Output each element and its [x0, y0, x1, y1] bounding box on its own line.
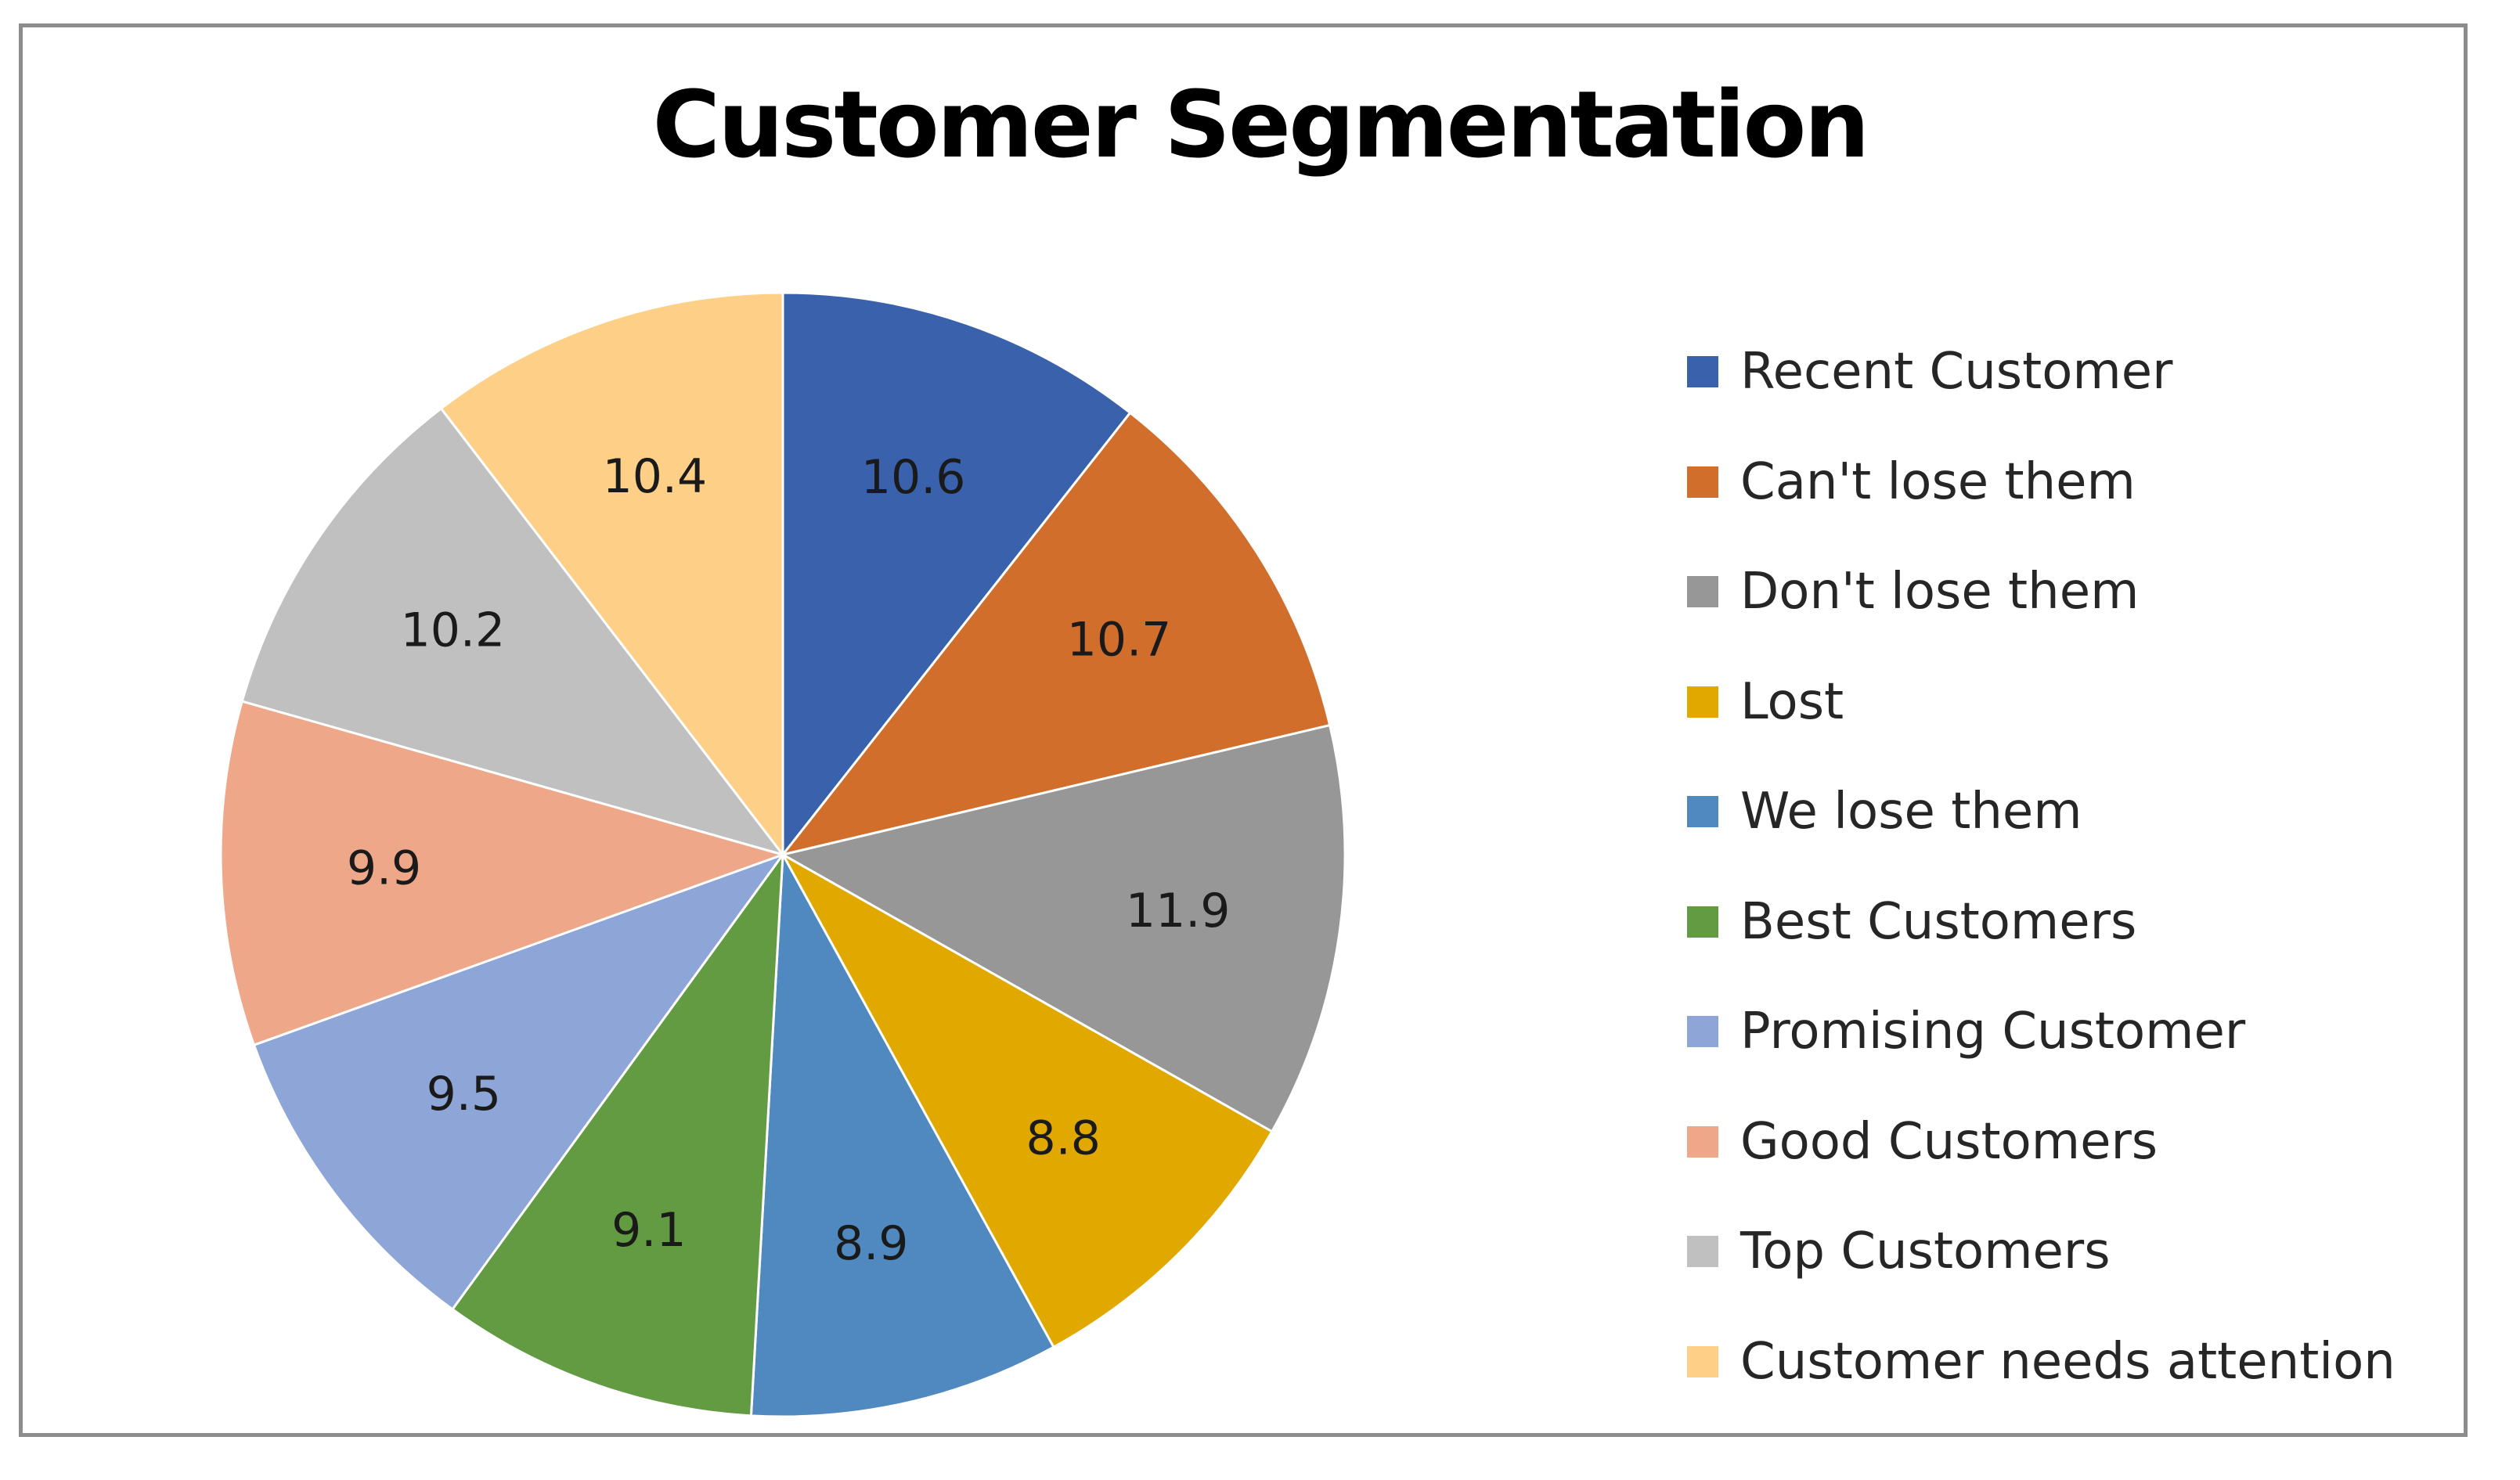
pie-slice-lost: [780, 852, 1274, 1349]
legend-swatch: [1687, 1016, 1718, 1047]
pie-slice-best-customers: [450, 850, 784, 1417]
chart-title: Customer Segmentation: [652, 70, 1869, 178]
data-label-lost: 8.8: [1026, 1111, 1100, 1166]
pie-slice-good-customers: [219, 700, 787, 1047]
legend-swatch: [1687, 1125, 1718, 1158]
legend-label: We lose them: [1740, 783, 2082, 841]
data-label-promising-customer: 9.5: [427, 1067, 501, 1122]
legend-swatch: [1687, 576, 1718, 607]
data-label-top-customers: 10.2: [401, 603, 506, 657]
data-label-don-t-lose-them: 11.9: [1126, 884, 1231, 938]
legend-label: Recent Customer: [1740, 343, 2173, 401]
pie-slice-we-lose-them: [749, 850, 1055, 1418]
legend-swatch: [1687, 356, 1718, 387]
pie-slice-promising-customer: [252, 852, 787, 1311]
legend-label: Customer needs attention: [1740, 1332, 2396, 1391]
legend-item-can-t-lose-them: Can't lose them: [1687, 447, 2136, 517]
pie-slice-can-t-lose-them: [780, 411, 1332, 857]
legend-label: Can't lose them: [1740, 452, 2136, 511]
legend-label: Best Customers: [1740, 892, 2137, 951]
legend-label: Promising Customer: [1740, 1003, 2246, 1060]
legend-item-top-customers: Top Customers: [1687, 1216, 2111, 1287]
legend-swatch: [1687, 906, 1718, 938]
legend-item-we-lose-them: We lose them: [1687, 776, 2082, 847]
legend-item-promising-customer: Promising Customer: [1687, 996, 2245, 1067]
legend-swatch: [1687, 796, 1718, 827]
pie-slice-customer-needs-attention: [439, 291, 784, 859]
legend-item-lost: Lost: [1687, 667, 1844, 737]
data-label-recent-customer: 10.6: [861, 450, 966, 505]
legend-item-good-customers: Good Customers: [1687, 1107, 2158, 1177]
legend-item-best-customers: Best Customers: [1687, 887, 2136, 957]
data-label-we-lose-them: 8.9: [834, 1216, 908, 1271]
data-label-customer-needs-attention: 10.4: [603, 449, 708, 504]
pie-slice-don-t-lose-them: [779, 723, 1347, 1133]
legend-swatch: [1687, 466, 1718, 498]
data-label-best-customers: 9.1: [611, 1203, 686, 1258]
legend-swatch: [1687, 1345, 1718, 1377]
legend-label: Top Customers: [1740, 1223, 2111, 1280]
legend-label: Lost: [1740, 672, 1844, 731]
legend-label: Good Customers: [1740, 1112, 2158, 1171]
data-label-can-t-lose-them: 10.7: [1067, 612, 1172, 667]
legend-swatch: [1687, 686, 1718, 718]
pie-slice-top-customers: [240, 406, 786, 857]
pie-slice-recent-customer: [781, 291, 1132, 859]
legend-item-don-t-lose-them: Don't lose them: [1687, 556, 2139, 627]
legend-label: Don't lose them: [1740, 563, 2140, 621]
data-label-good-customers: 9.9: [347, 841, 421, 896]
legend-swatch: [1687, 1236, 1718, 1267]
legend-item-customer-needs-attention: Customer needs attention: [1687, 1327, 2396, 1397]
legend-item-recent-customer: Recent Customer: [1687, 337, 2172, 407]
